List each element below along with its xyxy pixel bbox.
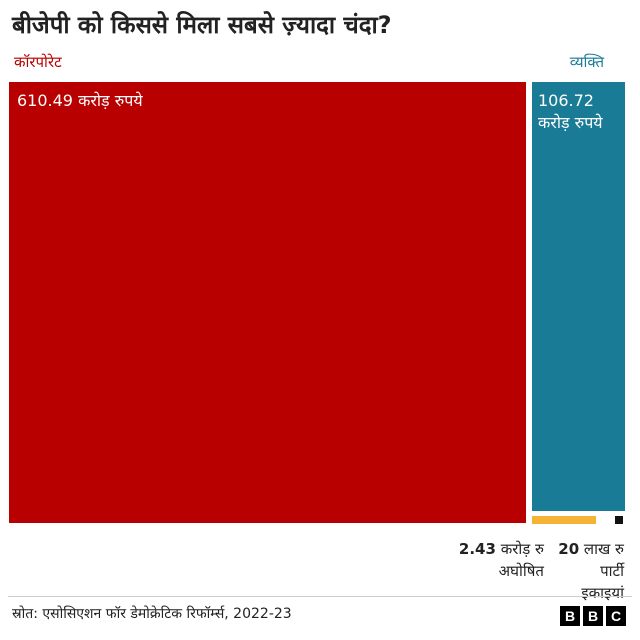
anonymous-block bbox=[532, 516, 596, 524]
source-note: स्रोत: एसोसिएशन फॉर डेमोक्रेटिक रिफॉर्म्… bbox=[12, 606, 292, 622]
party-name-line2: इकाइयां bbox=[581, 584, 624, 602]
party-value-label: 20 लाख रु पार्टी इकाइयां bbox=[558, 538, 624, 604]
individual-value-label: 106.72 करोड़ रुपये bbox=[538, 90, 603, 134]
party-units-block bbox=[615, 516, 623, 524]
individual-value-number: 106.72 bbox=[538, 91, 594, 110]
bbc-logo: B B C bbox=[560, 606, 626, 626]
footer-divider bbox=[8, 596, 632, 597]
party-name-line1: पार्टी bbox=[600, 562, 624, 580]
anonymous-value-label: 2.43 करोड़ रु अघोषित bbox=[459, 538, 544, 582]
anonymous-value-unit: करोड़ रु bbox=[495, 540, 544, 558]
individual-block: 106.72 करोड़ रुपये bbox=[532, 82, 625, 511]
corporate-block: 610.49 करोड़ रुपये bbox=[9, 82, 526, 523]
anonymous-name: अघोषित bbox=[498, 562, 544, 580]
bbc-logo-letter: B bbox=[560, 606, 580, 626]
bbc-logo-letter: B bbox=[583, 606, 603, 626]
individual-value-unit: करोड़ रुपये bbox=[538, 113, 603, 132]
corporate-value-label: 610.49 करोड़ रुपये bbox=[17, 91, 143, 110]
corporate-category-label: कॉरपोरेट bbox=[14, 53, 62, 71]
individual-category-label: व्यक्ति bbox=[569, 53, 604, 71]
bbc-logo-letter: C bbox=[606, 606, 626, 626]
anonymous-value-number: 2.43 bbox=[458, 540, 496, 558]
party-value-number: 20 bbox=[558, 540, 580, 558]
chart-title: बीजेपी को किससे मिला सबसे ज़्यादा चंदा? bbox=[12, 11, 392, 39]
party-value-unit: लाख रु bbox=[579, 540, 624, 558]
